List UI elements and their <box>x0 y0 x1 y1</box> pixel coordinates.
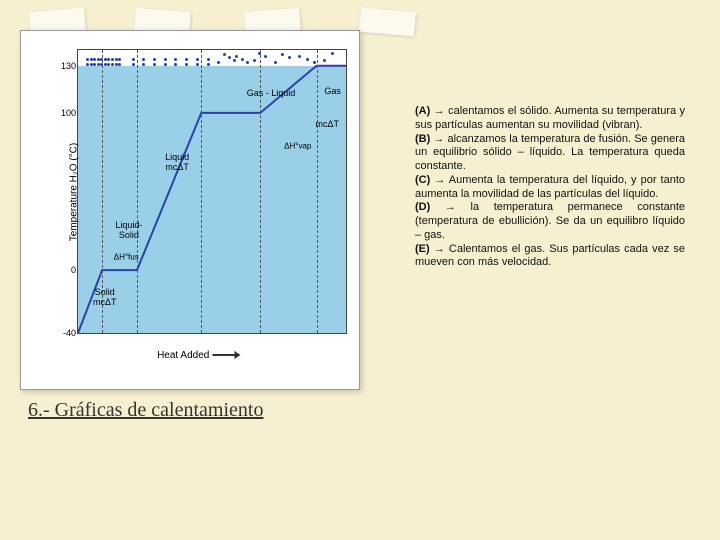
particle-dot <box>115 58 118 61</box>
segment-label: SolidmcΔT <box>93 289 117 309</box>
caption-text: 6.- Gráficas de calentamiento <box>28 399 263 421</box>
desc-b: alcanzamos la temperatura de fusión. Se … <box>415 133 685 173</box>
particle-dot <box>235 55 238 58</box>
particle-dot <box>196 63 199 66</box>
heating-curve-line <box>78 50 346 333</box>
y-tick: -40 <box>48 328 76 338</box>
desc-label-c: (C) → <box>415 174 445 186</box>
particle-dot <box>90 58 93 61</box>
particle-dot <box>207 63 210 66</box>
desc-d: la temperatura permanece constante (temp… <box>415 201 685 241</box>
particle-dot <box>132 63 135 66</box>
description-text: (A) → calentamos el sólido. Aumenta su t… <box>415 105 685 270</box>
particle-dot <box>164 58 167 61</box>
segment-label: LiquidmcΔT <box>165 153 189 173</box>
segment-label: ΔH°vap <box>284 143 311 152</box>
segment-label: Gas - Liquid <box>247 89 296 99</box>
heating-curve-chart: Temperature H₂O (°C) Heat Added -40 0 100 1… <box>20 30 360 390</box>
particle-dot <box>185 63 188 66</box>
particle-dot <box>93 63 96 66</box>
phase-divider <box>201 50 202 333</box>
particle-dot <box>223 53 226 56</box>
particle-dot <box>97 63 100 66</box>
particle-dot <box>132 58 135 61</box>
particle-dot <box>111 63 114 66</box>
arrow-right-icon <box>212 351 240 358</box>
segment-label: ΔH°fus <box>114 253 139 262</box>
particle-dot <box>104 58 107 61</box>
segment-label: Liquid-Solid <box>115 221 142 241</box>
particle-dot <box>153 63 156 66</box>
desc-e: Calentamos el gas. Sus partículas cada v… <box>415 243 685 269</box>
x-axis-label: Heat Added <box>157 350 240 361</box>
particle-dot <box>97 58 100 61</box>
phase-divider <box>317 50 318 333</box>
desc-label-a: (A) → <box>415 105 445 117</box>
desc-a: calentamos el sólido. Aumenta su tempera… <box>415 105 685 131</box>
particle-dot <box>246 61 249 64</box>
tape-decoration <box>359 8 416 37</box>
y-axis-label: Temperature H₂O (°C) <box>69 142 80 240</box>
particle-dot <box>86 63 89 66</box>
particle-dot <box>331 52 334 55</box>
particle-dot <box>164 63 167 66</box>
segment-label: Gas <box>324 87 341 97</box>
particle-dot <box>196 58 199 61</box>
desc-c: Aumenta la temperatura del líquido, y po… <box>415 174 685 200</box>
particle-dot <box>142 63 145 66</box>
particle-dot <box>118 63 121 66</box>
particle-dot <box>153 58 156 61</box>
phase-divider <box>137 50 138 333</box>
particle-dot <box>274 61 277 64</box>
particle-dot <box>90 63 93 66</box>
y-tick: 130 <box>48 61 76 71</box>
desc-label-d: (D) → <box>415 201 456 213</box>
desc-label-e: (E) → <box>415 243 445 255</box>
particle-dot <box>111 58 114 61</box>
particle-dot <box>115 63 118 66</box>
particle-dot <box>241 58 244 61</box>
chart-caption: 6.- Gráficas de calentamiento <box>28 400 263 421</box>
particle-dot <box>306 58 309 61</box>
particle-dot <box>264 55 267 58</box>
particle-dot <box>104 63 107 66</box>
plot-area: Temperature H₂O (°C) Heat Added -4001001… <box>77 49 347 334</box>
y-tick: 0 <box>48 265 76 275</box>
x-axis-label-text: Heat Added <box>157 350 209 361</box>
particle-dot <box>86 58 89 61</box>
y-tick: 100 <box>48 108 76 118</box>
segment-label: mcΔT <box>315 121 339 131</box>
desc-label-b: (B) → <box>415 133 444 145</box>
particle-dot <box>207 58 210 61</box>
